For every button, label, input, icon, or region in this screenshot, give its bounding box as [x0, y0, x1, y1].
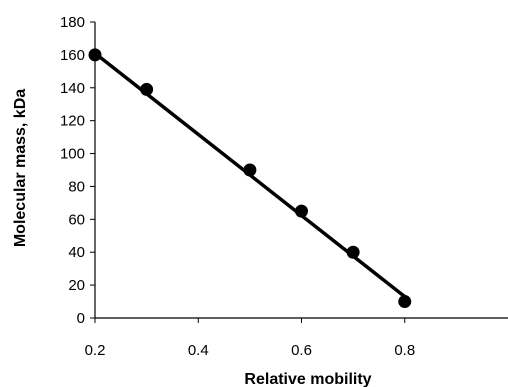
- x-tick-label: 0.4: [188, 342, 209, 359]
- y-axis-title: Molecular mass, kDa: [12, 89, 29, 247]
- data-point: [295, 204, 308, 218]
- data-point: [88, 48, 102, 62]
- y-tick-label: 0: [77, 310, 85, 327]
- x-tick-label: 0.8: [394, 342, 415, 359]
- x-axis-title: Relative mobility: [244, 371, 371, 387]
- x-tick-labels: 0.2 0.4 0.6 0.8: [85, 342, 416, 359]
- y-tick-label: 120: [60, 113, 85, 130]
- data-points: [88, 48, 412, 309]
- y-tick-label: 180: [60, 14, 85, 31]
- y-tick-label: 140: [60, 80, 85, 97]
- data-point: [243, 163, 257, 177]
- y-tick-label: 40: [68, 244, 85, 261]
- data-point: [398, 295, 412, 309]
- y-tick-label: 80: [68, 178, 85, 195]
- x-tick-label: 0.2: [85, 342, 106, 359]
- data-point: [346, 245, 360, 259]
- y-tick-label: 100: [60, 146, 85, 163]
- y-tick-label: 20: [68, 277, 85, 294]
- axes: [94, 22, 508, 319]
- data-point: [140, 82, 154, 96]
- y-tick-label: 160: [60, 47, 85, 64]
- y-tick-labels: 0 20 40 60 80 100 120 140 160 180: [60, 14, 85, 327]
- y-tick-label: 60: [68, 211, 85, 228]
- x-tick-label: 0.6: [291, 342, 312, 359]
